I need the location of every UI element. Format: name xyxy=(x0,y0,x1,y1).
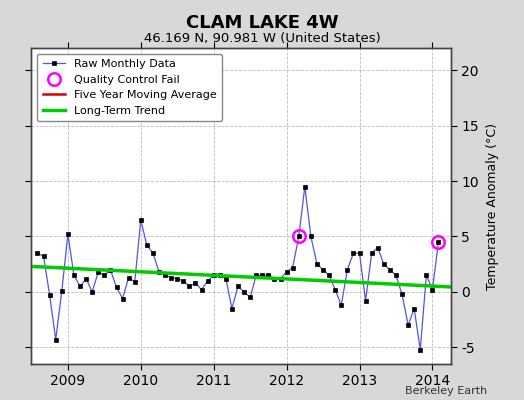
Raw Monthly Data xyxy=(65,232,71,237)
Raw Monthly Data xyxy=(302,184,308,189)
Raw Monthly Data xyxy=(344,267,351,272)
Raw Monthly Data xyxy=(417,347,423,352)
Text: 46.169 N, 90.981 W (United States): 46.169 N, 90.981 W (United States) xyxy=(144,32,380,45)
Text: CLAM LAKE 4W: CLAM LAKE 4W xyxy=(185,14,339,32)
Line: Raw Monthly Data: Raw Monthly Data xyxy=(35,184,441,352)
Text: Berkeley Earth: Berkeley Earth xyxy=(405,386,487,396)
Raw Monthly Data xyxy=(83,276,89,281)
Raw Monthly Data xyxy=(216,273,223,278)
Raw Monthly Data xyxy=(435,240,442,244)
Quality Control Fail xyxy=(435,240,442,244)
Line: Quality Control Fail: Quality Control Fail xyxy=(292,230,445,248)
Y-axis label: Temperature Anomaly (°C): Temperature Anomaly (°C) xyxy=(486,122,499,290)
Quality Control Fail xyxy=(296,234,302,239)
Raw Monthly Data xyxy=(199,287,205,292)
Raw Monthly Data xyxy=(35,251,41,256)
Raw Monthly Data xyxy=(405,323,411,328)
Legend: Raw Monthly Data, Quality Control Fail, Five Year Moving Average, Long-Term Tren: Raw Monthly Data, Quality Control Fail, … xyxy=(37,54,222,121)
